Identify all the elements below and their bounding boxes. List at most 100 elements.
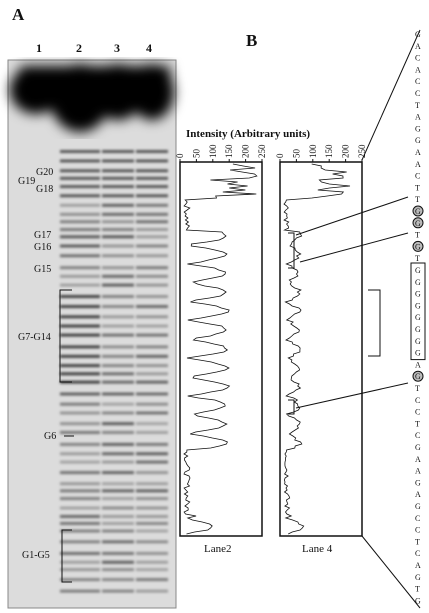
gel-band — [136, 506, 168, 510]
band-labels: G20 G19 G18 G17 G16 G15 G7-G14 G6 G1-G5 — [18, 167, 74, 583]
sequence-letter: C — [415, 172, 420, 181]
gel-band — [102, 411, 134, 415]
gel-band — [102, 185, 134, 189]
sequence-letter: G — [415, 443, 421, 452]
tick-label: 200 — [241, 144, 251, 158]
gel-band — [136, 578, 168, 582]
gel-band — [60, 169, 100, 173]
gel-band — [60, 482, 100, 486]
gel-band — [60, 274, 100, 278]
gel-band — [136, 324, 168, 328]
gel-band — [102, 471, 134, 475]
sequence-letter: C — [415, 408, 420, 417]
band-label: G17 — [34, 230, 51, 241]
gel-band — [136, 212, 168, 216]
gel-band — [60, 176, 100, 180]
sequence-letter: A — [415, 148, 421, 157]
gel-band — [60, 578, 100, 582]
gel-band — [102, 482, 134, 486]
gel-band — [136, 589, 168, 593]
gel-band — [136, 497, 168, 501]
panel-label: B — [246, 31, 257, 50]
gel-band — [102, 589, 134, 593]
intensity-trace — [283, 163, 351, 535]
gel-band — [136, 430, 168, 434]
gel-band — [60, 283, 100, 287]
lane-label: 2 — [76, 41, 82, 55]
gel-band — [136, 540, 168, 544]
sequence-letter: A — [415, 65, 421, 74]
gel-band — [136, 514, 168, 518]
sequence-letter: T — [415, 585, 420, 594]
gel-band — [60, 150, 100, 153]
gel-band — [136, 380, 168, 384]
gel-band — [102, 506, 134, 510]
gel-band — [60, 489, 100, 493]
gel-band — [60, 430, 100, 434]
sequence-letter: G — [415, 301, 421, 310]
sequence-letter: G — [415, 278, 421, 287]
gel-band — [60, 244, 100, 248]
site-mark — [412, 205, 424, 217]
gel-band — [60, 212, 100, 216]
gel-band — [60, 254, 100, 258]
gel-band — [102, 521, 134, 525]
gel-band — [60, 551, 100, 555]
gel-band — [102, 283, 134, 287]
gel-band — [60, 568, 100, 572]
gel-band — [136, 194, 168, 198]
gel-band — [60, 589, 100, 593]
gel-band — [136, 460, 168, 464]
band-brackets — [59, 289, 74, 583]
gel-band — [102, 380, 134, 384]
gel-band — [60, 235, 100, 239]
sequence-letter: G — [415, 325, 421, 334]
gel-band — [136, 305, 168, 309]
gel-band — [102, 169, 134, 173]
tick-label: 50 — [291, 149, 301, 159]
gel-band — [102, 228, 134, 232]
gel-band — [136, 489, 168, 493]
site-mark — [412, 240, 424, 252]
gel-band — [60, 324, 100, 328]
gel-band — [136, 411, 168, 415]
sequence-letter: C — [415, 549, 420, 558]
gel-band — [102, 452, 134, 456]
trace-frame — [179, 161, 263, 537]
gel-band — [60, 506, 100, 510]
gel-band — [136, 529, 168, 533]
gel-band — [136, 150, 168, 153]
gel-band — [102, 159, 134, 163]
gel-band — [102, 364, 134, 368]
sequence-letter: A — [415, 160, 421, 169]
gel-band — [60, 315, 100, 319]
tick-label: 150 — [324, 144, 334, 158]
gel-band — [60, 345, 100, 349]
tick-label: 0 — [275, 153, 285, 158]
gel-band — [136, 254, 168, 258]
gel-band — [136, 228, 168, 232]
trace-label: Lane2 — [204, 543, 231, 555]
sequence-letter: G — [415, 502, 421, 511]
intensity-trace — [183, 163, 258, 535]
sequence-letter: G — [415, 573, 421, 582]
gel-band — [102, 372, 134, 376]
tick-label: 100 — [308, 144, 318, 158]
gel-band — [102, 529, 134, 533]
gel-band — [136, 551, 168, 555]
sequence-letter: C — [415, 77, 420, 86]
sequence-letter: C — [415, 89, 420, 98]
gel-band — [136, 283, 168, 287]
gel-band — [60, 540, 100, 544]
gel-band — [102, 324, 134, 328]
axis-title: Intensity (Arbitrary units) — [186, 128, 310, 140]
sequence-letter: T — [415, 183, 420, 192]
sequence-letter: A — [415, 113, 421, 122]
gel-band — [136, 442, 168, 446]
gel-band — [102, 194, 134, 198]
gel-overload — [10, 64, 174, 132]
gel-band — [102, 568, 134, 572]
gel-band — [102, 514, 134, 518]
sequence-letter: C — [415, 396, 420, 405]
sequence-letter: G — [415, 596, 421, 605]
